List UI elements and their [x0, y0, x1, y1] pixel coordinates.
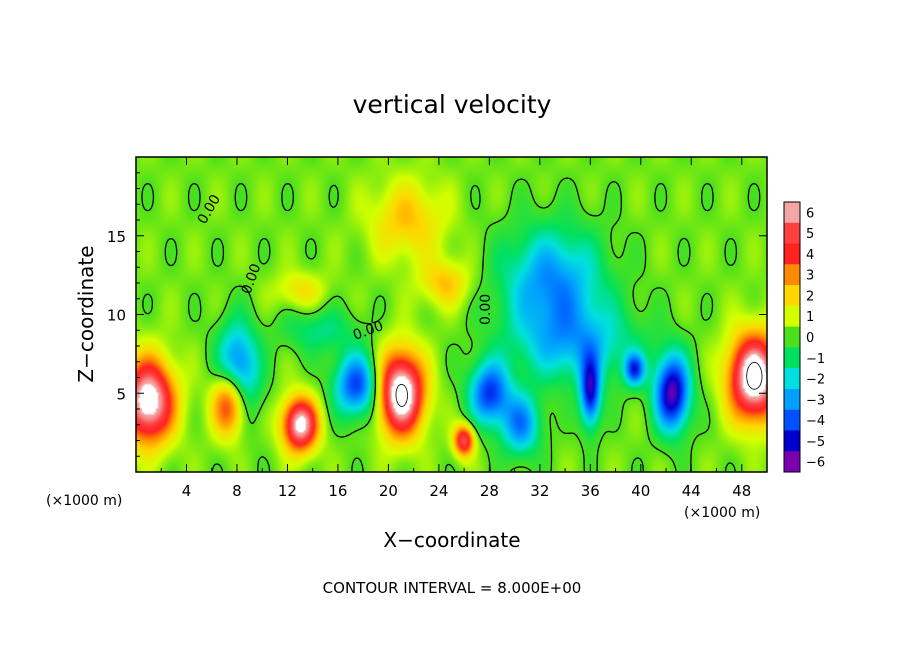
colorbar-swatch: [784, 243, 800, 265]
x-tick-label: 48: [732, 482, 751, 500]
x-unit-right: (×1000 m): [684, 505, 760, 521]
colorbar-swatch: [784, 305, 800, 328]
contour-line: [395, 361, 763, 407]
colorbar-label: −5: [806, 435, 825, 450]
x-tick-label: 32: [530, 482, 549, 500]
colorbar-label: −4: [806, 414, 825, 429]
x-tick-label: 8: [232, 482, 242, 500]
y-tick-label: 15: [107, 228, 126, 246]
x-tick-label: 12: [278, 482, 297, 500]
chart-title: vertical velocity: [353, 90, 552, 119]
x-tick-label: 28: [480, 482, 499, 500]
colorbar-label: 2: [806, 289, 814, 304]
colorbar-swatch: [784, 409, 800, 431]
x-tick-label: 20: [379, 482, 398, 500]
colorbar-swatch: [784, 222, 800, 245]
contour-label: 0.00: [478, 294, 494, 325]
colorbar-swatch: [784, 326, 800, 348]
contour-line: [141, 177, 761, 472]
colorbar-swatch: [784, 430, 800, 452]
contour-labels: 0.000.000.000.00: [195, 192, 494, 344]
colorbar-swatch: [784, 264, 800, 286]
colorbar-label: 5: [806, 227, 814, 242]
contour-lines: [141, 177, 763, 472]
colorbar-label: 1: [806, 310, 814, 325]
colorbar-swatch: [784, 388, 800, 411]
y-tick-label: 5: [116, 385, 126, 403]
colorbar-frame: [783, 201, 801, 473]
x-tick-label: 36: [581, 482, 600, 500]
colorbar: 6 5 4 3 2 1 0 −1 −2 −3 −4 −5 −6: [783, 201, 825, 473]
colorbar-swatch: [784, 451, 800, 473]
x-tick-label: 44: [682, 482, 701, 500]
x-tick-label: 24: [429, 482, 448, 500]
colorbar-label: −1: [806, 352, 825, 367]
colorbar-label: −2: [806, 373, 825, 388]
x-axis-label: X−coordinate: [383, 528, 520, 552]
x-tick-label: 4: [182, 482, 192, 500]
colorbar-swatch: [784, 347, 800, 369]
colorbar-swatch: [784, 202, 800, 224]
heatmap-image: [136, 157, 767, 472]
colorbar-swatch: [784, 368, 800, 390]
colorbar-label: 3: [806, 269, 814, 284]
y-axis-ticks: 5 10 15: [107, 172, 767, 457]
x-tick-label: 16: [328, 482, 347, 500]
x-tick-label: 40: [631, 482, 650, 500]
colorbar-label: 6: [806, 206, 814, 221]
x-unit-left: (×1000 m): [46, 493, 122, 509]
colorbar-label: 0: [806, 331, 814, 346]
colorbar-label: −3: [806, 393, 825, 408]
colorbar-label: −6: [806, 456, 825, 471]
contour-interval-note: CONTOUR INTERVAL = 8.000E+00: [323, 579, 582, 597]
heatmap-field: [136, 157, 767, 472]
y-axis-label: Z−coordinate: [74, 245, 98, 382]
colorbar-label: 4: [806, 248, 814, 263]
y-tick-label: 10: [107, 307, 126, 325]
colorbar-swatch: [784, 285, 800, 307]
x-axis-ticks: 4 8 12 16 20 24 28 32 36 40 44 48: [160, 157, 751, 500]
